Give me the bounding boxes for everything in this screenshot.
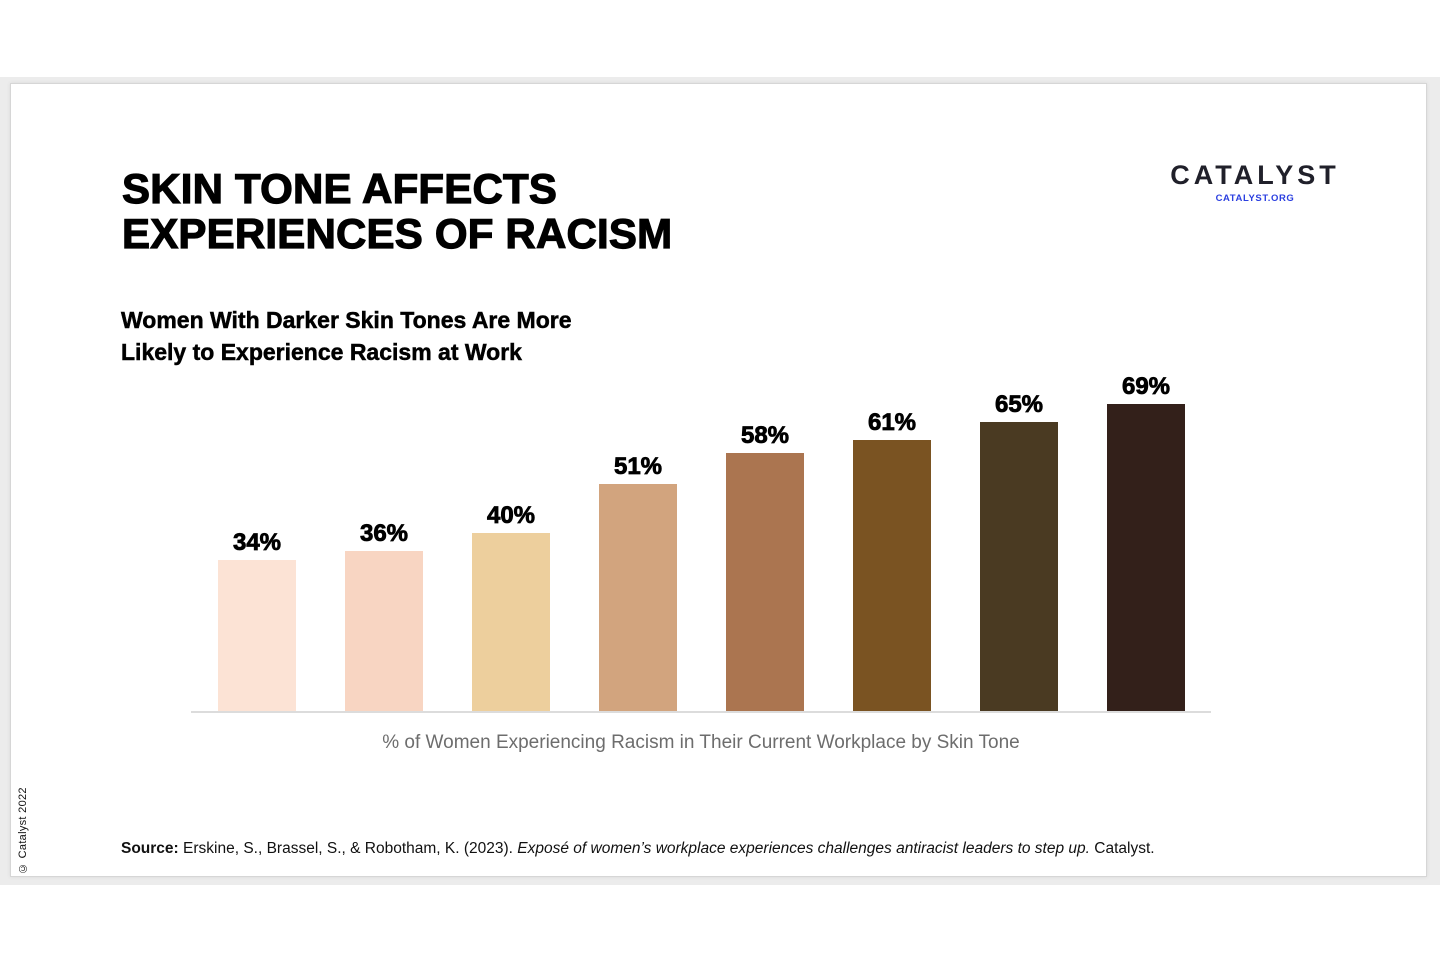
bars: 34% 36% 40% 51% 58% 61% 65% 69% bbox=[218, 373, 1185, 711]
bar-value-label: 51% bbox=[613, 453, 663, 481]
bar-value-label: 40% bbox=[486, 502, 536, 530]
bar-value-label: 61% bbox=[867, 409, 917, 437]
bar-group: 36% bbox=[345, 520, 423, 711]
bar-group: 65% bbox=[980, 391, 1058, 711]
bar bbox=[218, 560, 296, 711]
bar bbox=[853, 440, 931, 711]
subtitle-line-2: Likely to Experience Racism at Work bbox=[121, 339, 522, 366]
bar bbox=[472, 533, 550, 711]
bar-group: 34% bbox=[218, 529, 296, 711]
slide-card: © Catalyst 2022 SKIN TONE AFFECTS EXPERI… bbox=[10, 83, 1427, 877]
bar-value-label: 36% bbox=[359, 520, 409, 548]
source-label: Source: bbox=[121, 840, 179, 857]
bar-chart: 34% 36% 40% 51% 58% 61% 65% 69% % of Women Expe… bbox=[191, 84, 1211, 784]
bar-group: 69% bbox=[1107, 373, 1185, 711]
x-axis-caption: % of Women Experiencing Racism in Their … bbox=[382, 732, 1020, 753]
catalyst-logo: CATALYST CATALYST.ORG bbox=[1169, 160, 1341, 204]
source-title: Exposé of women’s workplace experiences … bbox=[517, 840, 1090, 857]
bar-value-label: 65% bbox=[994, 391, 1044, 419]
title-line-2: EXPERIENCES OF RACISM bbox=[121, 210, 673, 257]
bar-group: 61% bbox=[853, 409, 931, 711]
brand-logo-text: CATALYST bbox=[1170, 160, 1340, 190]
bar-value-label: 34% bbox=[232, 529, 282, 557]
source-citation: Source: Erskine, S., Brassel, S., & Robo… bbox=[121, 840, 1321, 858]
x-axis-line bbox=[191, 711, 1211, 713]
chart-subtitle: Women With Darker Skin Tones Are More Li… bbox=[121, 304, 572, 368]
bar-value-label: 58% bbox=[740, 422, 790, 450]
bar-group: 40% bbox=[472, 502, 550, 711]
bar bbox=[980, 422, 1058, 711]
source-publisher: Catalyst. bbox=[1089, 840, 1155, 857]
bar-value-label: 69% bbox=[1121, 373, 1171, 401]
brand-site-text: CATALYST.ORG bbox=[1215, 193, 1295, 204]
page-title: SKIN TONE AFFECTS EXPERIENCES OF RACISM bbox=[121, 165, 673, 257]
title-line-1: SKIN TONE AFFECTS bbox=[121, 165, 558, 212]
source-authors: Erskine, S., Brassel, S., & Robotham, K.… bbox=[178, 840, 518, 857]
vertical-copyright: © Catalyst 2022 bbox=[17, 787, 29, 874]
bar-group: 58% bbox=[726, 422, 804, 711]
subtitle-line-1: Women With Darker Skin Tones Are More bbox=[121, 307, 572, 334]
bar bbox=[599, 484, 677, 711]
gray-panel: © Catalyst 2022 SKIN TONE AFFECTS EXPERI… bbox=[0, 77, 1440, 885]
bar bbox=[726, 453, 804, 711]
bar bbox=[1107, 404, 1185, 711]
bar bbox=[345, 551, 423, 711]
bar-group: 51% bbox=[599, 453, 677, 711]
